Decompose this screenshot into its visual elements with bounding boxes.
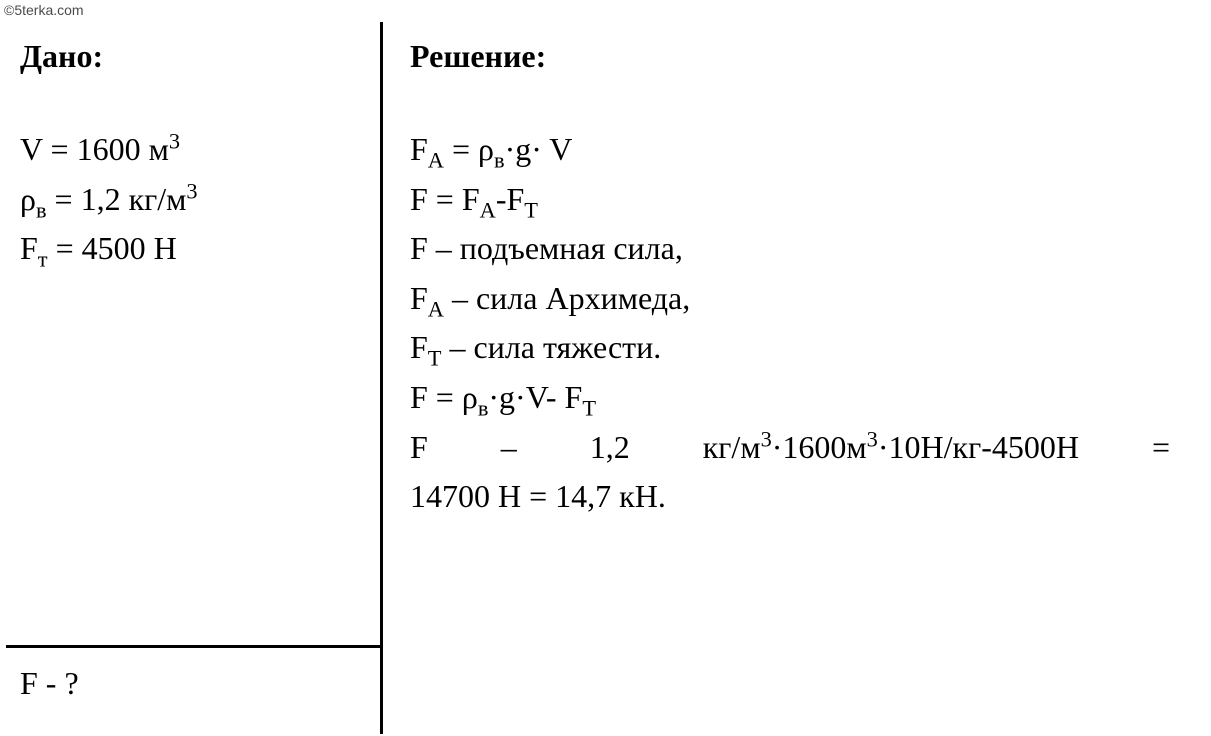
l7-sup1: 3: [761, 426, 772, 451]
l6-asub: в: [478, 395, 489, 420]
l4-b: – сила Архимеда,: [444, 280, 690, 316]
solution-line-4: FA – сила Архимеда,: [410, 274, 1180, 324]
l7-seg2: –: [501, 423, 517, 473]
solution-line-1: FA = ρв·g· V: [410, 125, 1180, 175]
volume-exponent: 3: [169, 128, 180, 153]
solution-heading: Решение:: [410, 38, 1180, 75]
l2-asub: A: [480, 197, 496, 222]
l1-b: = ρ: [444, 131, 494, 167]
l7-sup2: 3: [867, 426, 878, 451]
l7-seg4: кг/м3·1600м3·10Н/кг-4500Н: [703, 423, 1079, 473]
solution-line-8: 14700 Н = 14,7 кН.: [410, 472, 1180, 522]
given-column: Дано: V = 1600 м3 ρв = 1,2 кг/м3 Fт = 45…: [0, 26, 380, 522]
solution-line-5: FТ – сила тяжести.: [410, 323, 1180, 373]
physics-solution-page: ©5terka.com Дано: V = 1600 м3 ρв = 1,2 к…: [0, 0, 1211, 736]
ft-rest: = 4500 Н: [48, 230, 177, 266]
solution-line-3: F – подъемная сила,: [410, 224, 1180, 274]
rho-rest: = 1,2 кг/м: [47, 181, 187, 217]
l1-c: ·g· V: [505, 131, 573, 167]
find-block: F - ?: [20, 665, 79, 702]
rho-symbol: ρ: [20, 181, 36, 217]
l2-b: -F: [496, 181, 524, 217]
volume-text: V = 1600 м: [20, 131, 169, 167]
solution-line-6: F = ρв·g·V- FТ: [410, 373, 1180, 423]
solution-line-7: F – 1,2 кг/м3·1600м3·10Н/кг-4500Н =: [410, 423, 1170, 473]
l7-seg4a: кг/м: [703, 429, 761, 465]
l5-asub: Т: [428, 346, 442, 371]
given-line-volume: V = 1600 м3: [20, 125, 370, 175]
l4-asub: A: [428, 296, 444, 321]
l7-seg3: 1,2: [590, 423, 630, 473]
l6-b: ·g·V- F: [488, 379, 582, 415]
given-heading: Дано:: [20, 38, 370, 75]
l6-bsub: Т: [582, 395, 596, 420]
rho-exponent: 3: [186, 178, 197, 203]
ft-subscript: т: [38, 247, 48, 272]
horizontal-divider: [6, 645, 382, 648]
l7-seg4c: ·10Н/кг-4500Н: [878, 429, 1079, 465]
rho-subscript: в: [36, 197, 47, 222]
solution-column: Решение: FA = ρв·g· V F = FA-FТ F – подъ…: [380, 26, 1180, 522]
given-line-weight: Fт = 4500 Н: [20, 224, 370, 274]
l1-a: F: [410, 131, 428, 167]
l2-a: F = F: [410, 181, 480, 217]
ft-symbol: F: [20, 230, 38, 266]
l2-bsub: Т: [524, 197, 538, 222]
content-row: Дано: V = 1600 м3 ρв = 1,2 кг/м3 Fт = 45…: [0, 0, 1211, 522]
watermark: ©5terka.com: [4, 2, 84, 18]
given-line-density: ρв = 1,2 кг/м3: [20, 175, 370, 225]
l1-asub: A: [428, 147, 444, 172]
solution-line-2: F = FA-FТ: [410, 175, 1180, 225]
l7-seg1: F: [410, 423, 428, 473]
l4-a: F: [410, 280, 428, 316]
l6-a: F = ρ: [410, 379, 478, 415]
l5-b: – сила тяжести.: [441, 329, 661, 365]
l7-seg4b: ·1600м: [772, 429, 867, 465]
l5-a: F: [410, 329, 428, 365]
l7-seg5: =: [1152, 423, 1170, 473]
l1-bsub: в: [494, 147, 505, 172]
